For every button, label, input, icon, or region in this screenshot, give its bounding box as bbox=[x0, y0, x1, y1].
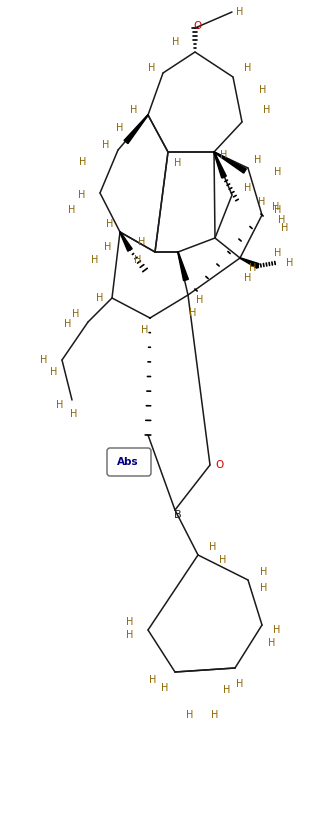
Polygon shape bbox=[240, 258, 259, 268]
Polygon shape bbox=[120, 231, 132, 251]
Text: H: H bbox=[172, 37, 180, 47]
Text: H: H bbox=[196, 295, 204, 305]
Text: Abs: Abs bbox=[117, 457, 139, 467]
Text: H: H bbox=[219, 555, 227, 565]
Text: H: H bbox=[278, 215, 286, 225]
Text: H: H bbox=[149, 675, 157, 685]
Text: H: H bbox=[186, 710, 194, 720]
Text: H: H bbox=[116, 123, 124, 133]
Polygon shape bbox=[214, 152, 246, 173]
Text: H: H bbox=[64, 319, 72, 329]
Text: H: H bbox=[274, 205, 282, 215]
Text: H: H bbox=[254, 155, 262, 165]
Polygon shape bbox=[124, 115, 148, 144]
Text: H: H bbox=[134, 255, 142, 265]
Text: H: H bbox=[174, 158, 182, 168]
Text: H: H bbox=[268, 638, 276, 648]
Text: H: H bbox=[211, 710, 219, 720]
Text: H: H bbox=[126, 630, 134, 640]
Text: H: H bbox=[189, 308, 197, 318]
Text: H: H bbox=[70, 409, 78, 419]
Text: H: H bbox=[102, 140, 110, 150]
Text: H: H bbox=[209, 542, 217, 552]
Text: H: H bbox=[244, 273, 252, 283]
Text: B: B bbox=[174, 510, 182, 520]
Text: H: H bbox=[104, 242, 112, 252]
Text: H: H bbox=[260, 583, 268, 593]
Text: H: H bbox=[260, 567, 268, 577]
Text: O: O bbox=[216, 460, 224, 470]
Text: H: H bbox=[274, 167, 282, 177]
Text: H: H bbox=[273, 625, 281, 635]
Text: H: H bbox=[106, 219, 114, 229]
Text: H: H bbox=[286, 258, 294, 268]
Text: H: H bbox=[40, 355, 48, 365]
Text: H: H bbox=[249, 263, 257, 273]
Text: H: H bbox=[96, 293, 104, 303]
Text: H: H bbox=[263, 105, 271, 115]
Text: H: H bbox=[244, 183, 252, 193]
Text: H: H bbox=[79, 157, 87, 167]
Text: H: H bbox=[130, 105, 138, 115]
Text: H: H bbox=[258, 197, 266, 207]
Text: H: H bbox=[148, 63, 156, 73]
Text: H: H bbox=[56, 400, 64, 410]
Text: H: H bbox=[281, 223, 289, 233]
Text: H: H bbox=[236, 679, 244, 689]
Text: H: H bbox=[161, 683, 169, 693]
Polygon shape bbox=[214, 152, 226, 178]
Text: H: H bbox=[50, 367, 58, 377]
Text: H: H bbox=[223, 685, 231, 695]
Text: H: H bbox=[126, 617, 134, 627]
Text: O: O bbox=[194, 21, 202, 31]
Text: H: H bbox=[78, 190, 86, 200]
FancyBboxPatch shape bbox=[107, 448, 151, 476]
Polygon shape bbox=[178, 252, 188, 281]
Text: H: H bbox=[141, 325, 149, 335]
Text: H: H bbox=[272, 202, 280, 212]
Text: H: H bbox=[72, 309, 80, 319]
Text: H: H bbox=[220, 150, 228, 160]
Text: H: H bbox=[274, 248, 282, 258]
Text: H: H bbox=[68, 205, 76, 215]
Text: H: H bbox=[138, 237, 146, 247]
Text: H: H bbox=[91, 255, 99, 265]
Text: H: H bbox=[236, 7, 244, 17]
Text: H: H bbox=[259, 85, 267, 95]
Text: H: H bbox=[244, 63, 252, 73]
